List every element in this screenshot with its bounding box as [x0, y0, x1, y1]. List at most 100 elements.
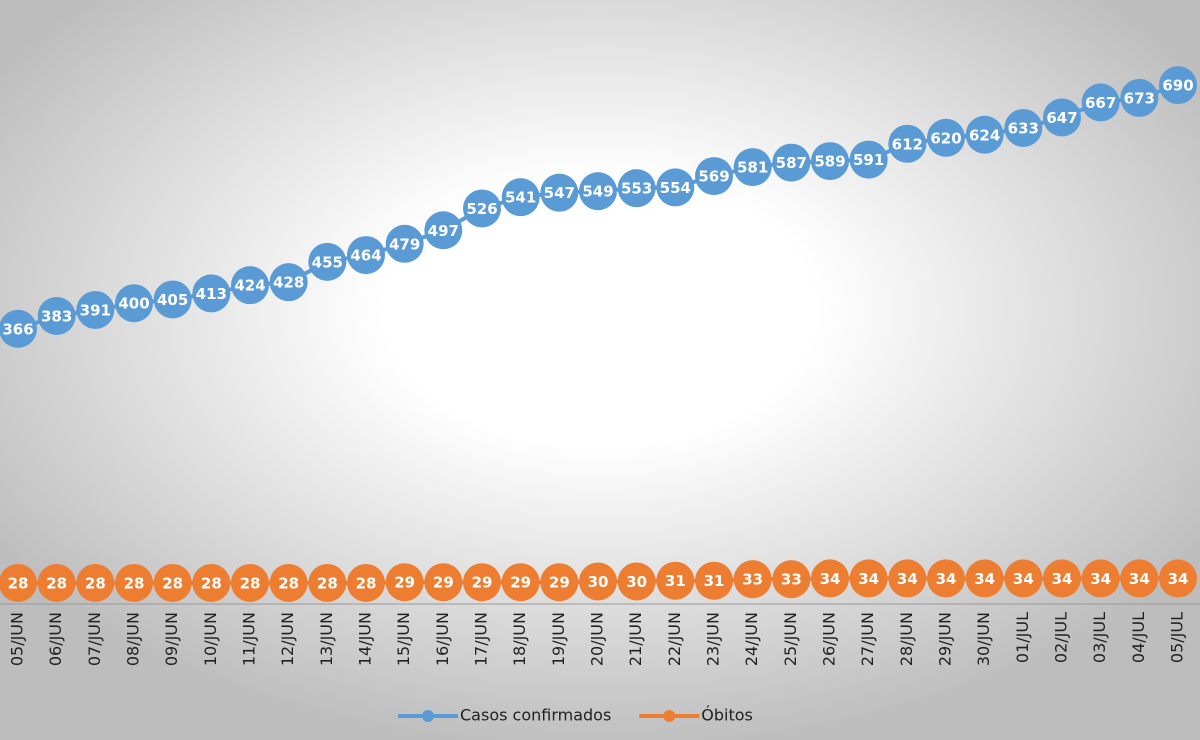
- x-tick-label: 01/JUL: [1013, 612, 1032, 663]
- value-label: 29: [433, 574, 454, 592]
- marker: [115, 563, 153, 602]
- x-tick-label: 08/JUN: [124, 612, 143, 666]
- value-label: 31: [665, 572, 686, 590]
- value-label: 549: [582, 183, 613, 201]
- value-label: 30: [588, 573, 609, 591]
- marker: [501, 178, 540, 217]
- marker: [888, 559, 927, 598]
- value-label: 479: [389, 235, 420, 253]
- x-tick-label: 03/JUL: [1090, 612, 1109, 663]
- value-label: 554: [660, 179, 691, 197]
- marker: [733, 148, 772, 187]
- value-label: 34: [974, 570, 995, 588]
- marker: [540, 563, 579, 602]
- marker: [37, 563, 76, 602]
- marker: [965, 115, 1004, 154]
- value-label: 464: [350, 247, 381, 265]
- marker: [308, 563, 347, 602]
- x-tick-label: 19/JUN: [549, 612, 568, 666]
- value-label: 391: [80, 301, 111, 319]
- marker: [811, 142, 849, 181]
- value-label: 28: [356, 574, 377, 592]
- marker: [269, 263, 308, 302]
- marker: [385, 224, 424, 263]
- marker: [579, 172, 617, 211]
- value-label: 34: [897, 570, 918, 588]
- value-label: 428: [273, 274, 304, 292]
- marker: [76, 290, 115, 329]
- value-label: 34: [858, 570, 879, 588]
- legend-marker: [422, 710, 434, 722]
- x-tick-label: 22/JUN: [665, 612, 684, 666]
- marker: [1004, 559, 1043, 598]
- value-label: 405: [157, 291, 188, 309]
- legend-marker: [663, 710, 676, 722]
- x-tick-label: 16/JUN: [433, 612, 452, 666]
- value-label: 34: [936, 570, 957, 588]
- value-label: 34: [820, 570, 841, 588]
- value-label: 647: [1046, 109, 1077, 127]
- x-tick-label: 05/JUN: [8, 612, 27, 666]
- x-tick-label: 05/JUL: [1168, 612, 1187, 663]
- marker: [849, 559, 888, 598]
- value-label: 553: [621, 180, 652, 198]
- value-label: 34: [1090, 570, 1111, 588]
- value-label: 28: [162, 574, 183, 592]
- x-tick-label: 04/JUL: [1129, 612, 1148, 663]
- marker: [192, 274, 231, 313]
- value-label: 569: [698, 168, 729, 186]
- value-label: 29: [472, 574, 493, 592]
- value-label: 673: [1124, 89, 1155, 107]
- marker: [424, 211, 463, 250]
- marker: [347, 236, 385, 275]
- value-label: 28: [201, 574, 222, 592]
- marker: [1043, 559, 1081, 598]
- value-label: 34: [1013, 570, 1034, 588]
- value-label: 589: [814, 153, 845, 171]
- marker: [733, 560, 772, 599]
- marker: [501, 563, 540, 602]
- marker: [231, 563, 269, 602]
- marker: [115, 284, 153, 323]
- value-label: 33: [742, 571, 763, 589]
- value-label: 34: [1168, 570, 1189, 588]
- value-label: 633: [1008, 119, 1039, 137]
- x-tick-label: 26/JUN: [820, 612, 839, 666]
- marker: [617, 169, 656, 208]
- value-label: 400: [118, 295, 149, 313]
- x-tick-label: 17/JUN: [472, 612, 491, 666]
- value-label: 667: [1085, 94, 1116, 112]
- value-label: 28: [124, 574, 145, 592]
- marker: [1159, 66, 1197, 105]
- marker: [1159, 559, 1197, 598]
- x-tick-label: 02/JUL: [1052, 612, 1071, 663]
- marker: [1120, 559, 1159, 598]
- value-label: 28: [85, 574, 106, 592]
- value-label: 497: [428, 222, 459, 240]
- value-label: 28: [278, 574, 299, 592]
- legend-label: Casos confirmados: [460, 706, 611, 725]
- marker: [424, 563, 463, 602]
- marker: [579, 562, 617, 601]
- marker: [1120, 78, 1159, 117]
- x-tick-label: 14/JUN: [356, 612, 375, 666]
- x-tick-label: 11/JUN: [240, 612, 259, 666]
- value-label: 383: [41, 307, 72, 325]
- marker: [695, 157, 733, 196]
- marker: [656, 168, 695, 207]
- x-tick-label: 30/JUN: [974, 612, 993, 666]
- marker: [1043, 98, 1081, 137]
- legend-label: Óbitos: [701, 706, 753, 725]
- value-label: 591: [853, 151, 884, 169]
- value-label: 28: [8, 574, 29, 592]
- x-tick-label: 28/JUN: [897, 612, 916, 666]
- marker: [308, 242, 347, 281]
- x-tick-label: 10/JUN: [201, 612, 220, 666]
- marker: [772, 560, 811, 599]
- value-label: 28: [46, 574, 67, 592]
- x-tick-label: 20/JUN: [588, 612, 607, 666]
- marker: [617, 562, 656, 601]
- value-label: 28: [317, 574, 338, 592]
- value-label: 624: [969, 126, 1000, 144]
- marker: [811, 559, 849, 598]
